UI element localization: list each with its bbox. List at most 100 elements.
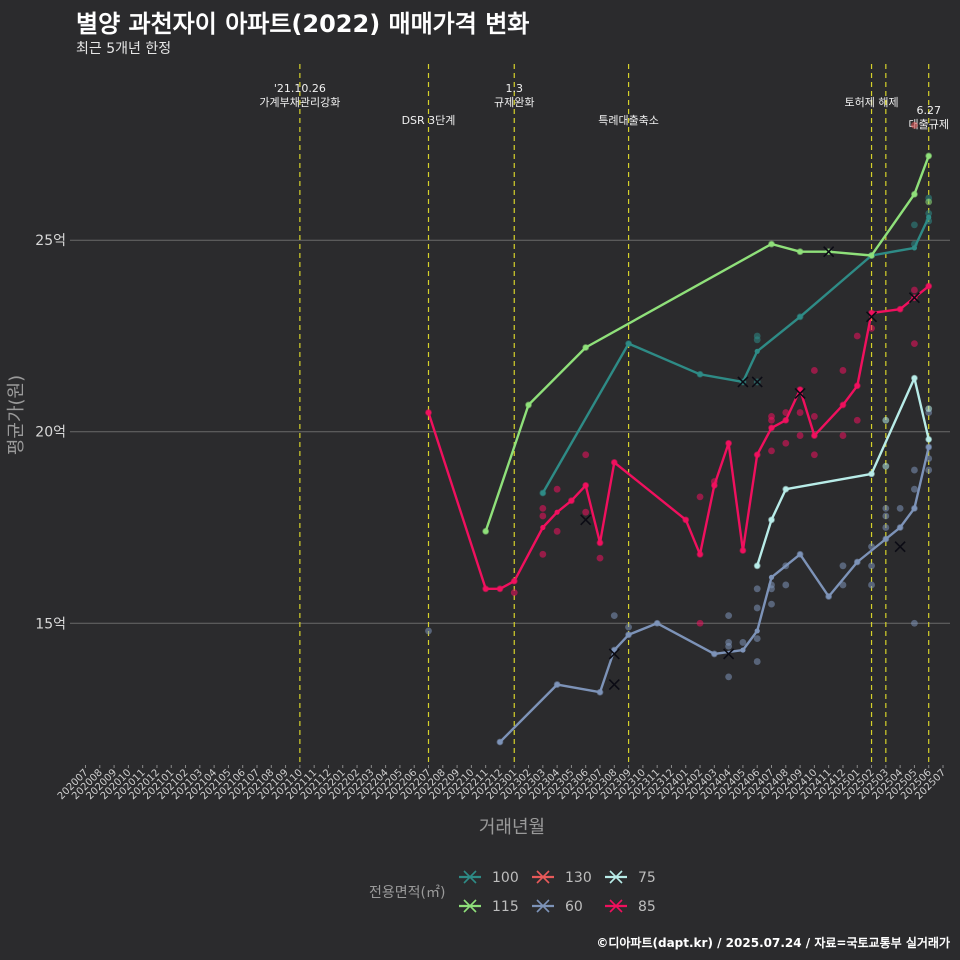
data-point-85 <box>539 550 547 558</box>
series-vertex-85 <box>854 383 860 389</box>
data-point-60 <box>725 673 733 681</box>
event-label: 규제완화 <box>494 96 534 109</box>
cancel-marker-60 <box>723 648 735 660</box>
series-vertex-60 <box>554 681 560 688</box>
data-point-85 <box>782 439 790 447</box>
data-point-85 <box>796 432 804 439</box>
series-vertex-85 <box>926 283 932 289</box>
data-point-85 <box>839 367 847 374</box>
data-point-75 <box>882 416 890 424</box>
series-vertex-60 <box>897 524 903 531</box>
data-point-85 <box>853 332 861 340</box>
series-vertex-75 <box>754 563 760 569</box>
series-vertex-60 <box>611 647 617 653</box>
event-label: 특례대출축소 <box>598 114 659 127</box>
legend-key-cross-75 <box>609 870 623 884</box>
cancel-marker-60 <box>894 541 906 553</box>
series-vertex-60 <box>497 739 503 745</box>
series-vertex-60 <box>797 551 803 557</box>
data-point-85 <box>810 367 818 374</box>
data-point-60 <box>868 562 875 570</box>
axis-layer: 15억20억25억2020072020082020092020102020112… <box>6 233 948 838</box>
data-point-60 <box>839 581 847 589</box>
event-label: 1.3 <box>506 82 524 95</box>
point-layer <box>425 121 933 746</box>
legend-key-cross-60 <box>536 899 550 913</box>
series-vertex-85 <box>697 551 703 557</box>
data-point-85 <box>911 286 918 294</box>
series-vertex-85 <box>754 452 760 458</box>
data-point-85 <box>582 451 590 459</box>
series-vertex-85 <box>425 409 432 416</box>
data-point-60 <box>625 623 632 631</box>
data-point-85 <box>696 493 704 501</box>
y-axis-title: 평균가(원) <box>6 375 27 455</box>
data-point-85 <box>810 451 818 459</box>
cancel-marker-100 <box>751 376 763 388</box>
cancel-marker-60 <box>608 648 620 660</box>
series-vertex-60 <box>768 574 775 580</box>
series-vertex-100 <box>754 348 760 354</box>
data-point-60 <box>610 612 618 620</box>
series-vertex-85 <box>740 547 746 554</box>
data-point-60 <box>725 612 733 620</box>
series-vertex-60 <box>740 647 746 653</box>
series-vertex-100 <box>625 341 632 347</box>
event-label: '21.10.26 <box>274 82 326 95</box>
data-point-75 <box>925 405 933 413</box>
legend-key-cross-100 <box>463 870 477 884</box>
series-vertex-75 <box>911 375 918 381</box>
series-vertex-75 <box>768 517 775 523</box>
series-vertex-85 <box>840 402 846 408</box>
series-vertex-85 <box>811 432 817 439</box>
cancel-layer <box>580 246 920 691</box>
y-tick-label: 25억 <box>35 233 66 249</box>
series-vertex-85 <box>726 440 732 446</box>
data-point-60 <box>839 562 847 570</box>
series-vertex-85 <box>797 387 803 393</box>
data-point-60 <box>768 600 775 608</box>
series-vertex-115 <box>768 241 775 247</box>
data-point-60 <box>739 639 747 646</box>
series-vertex-85 <box>768 425 775 431</box>
data-point-85 <box>810 413 818 420</box>
series-vertex-115 <box>583 344 589 351</box>
series-vertex-100 <box>911 245 918 251</box>
data-point-85 <box>553 485 561 493</box>
series-vertex-115 <box>926 153 932 159</box>
series-vertex-60 <box>597 689 603 695</box>
page-subtitle: 최근 5개년 한정 <box>76 41 172 57</box>
series-line-75 <box>756 376 930 567</box>
series-vertex-60 <box>625 632 632 638</box>
data-point-85 <box>510 589 518 597</box>
data-point-85 <box>553 527 561 535</box>
series-vertex-85 <box>597 540 603 546</box>
data-point-60 <box>882 504 890 512</box>
data-point-85 <box>796 409 804 416</box>
legend-label-75: 75 <box>638 870 656 886</box>
legend-label-130: 130 <box>565 870 592 886</box>
series-vertex-100 <box>540 490 546 496</box>
data-point-100 <box>753 332 761 340</box>
series-vertex-85 <box>554 509 560 515</box>
series-vertex-85 <box>611 459 617 465</box>
cancel-marker-85 <box>580 514 592 526</box>
x-axis-title: 거래년월 <box>479 817 545 838</box>
series-vertex-100 <box>797 314 803 320</box>
data-point-85 <box>539 504 547 512</box>
data-point-60 <box>425 627 432 635</box>
data-point-60 <box>911 619 918 627</box>
y-tick-label: 20억 <box>35 425 66 441</box>
cancel-marker-85 <box>908 292 920 304</box>
line-layer <box>425 153 932 745</box>
event-label: 토허제 해제 <box>844 95 898 109</box>
series-vertex-60 <box>754 628 760 634</box>
series-vertex-75 <box>926 436 932 442</box>
legend-label-85: 85 <box>638 899 656 915</box>
y-tick-label: 15억 <box>35 616 66 632</box>
data-point-85 <box>696 619 704 627</box>
data-point-100 <box>925 209 933 217</box>
source-caption: ©디아파트(dapt.kr) / 2025.07.24 / 자료=국토교통부 실… <box>596 936 950 950</box>
